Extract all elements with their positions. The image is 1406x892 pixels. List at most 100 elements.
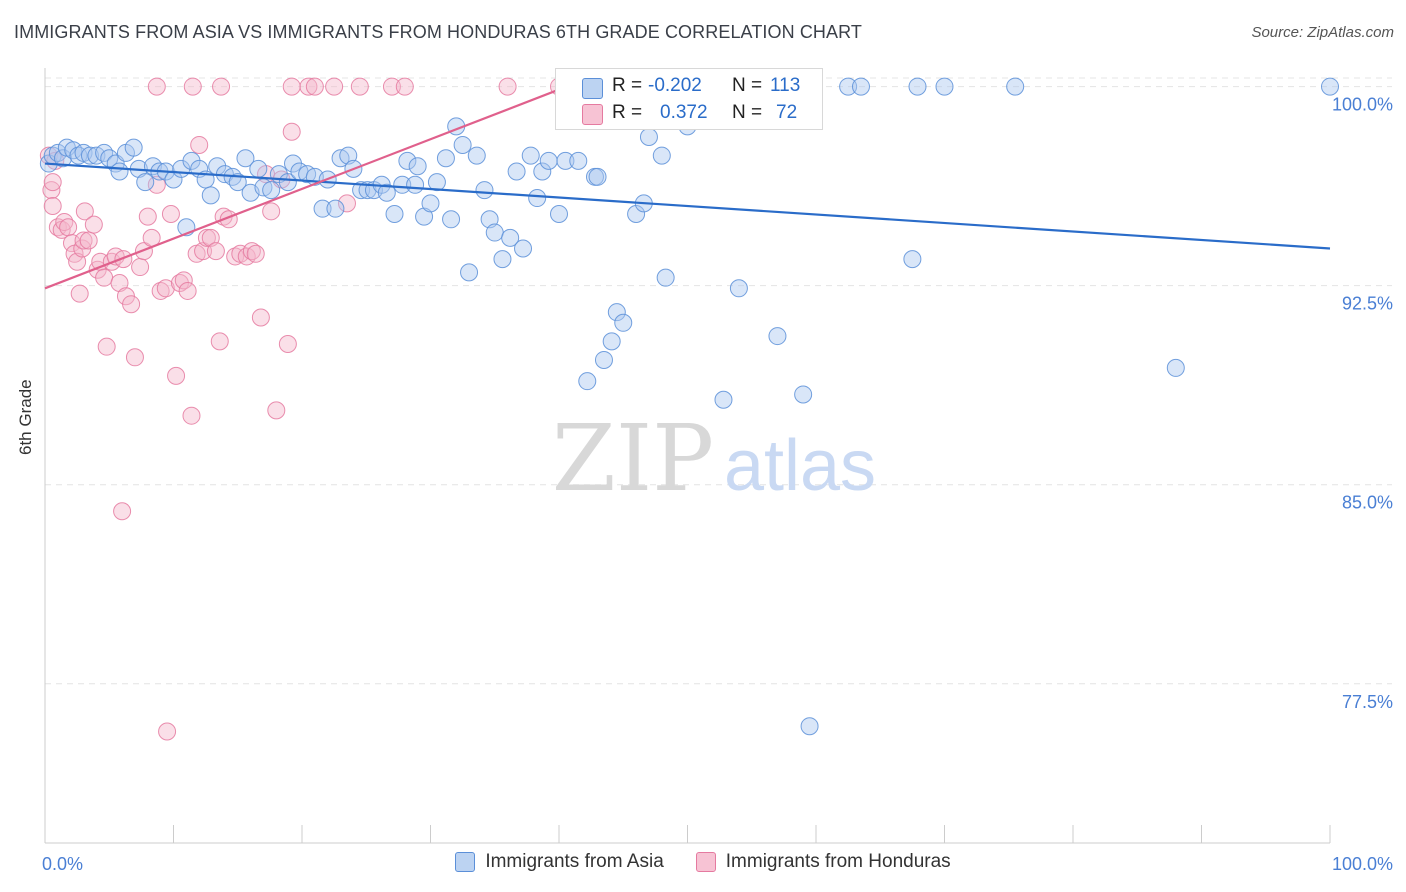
y-axis-label: 6th Grade [16, 379, 35, 455]
y-tick-labels: 77.5% 85.0% 92.5% 100.0% [1332, 95, 1393, 712]
point-asia [124, 138, 143, 157]
point-honduras [190, 135, 209, 154]
point-honduras [151, 281, 170, 300]
point-honduras [212, 77, 231, 96]
point-honduras [210, 332, 229, 351]
point-honduras [305, 77, 324, 96]
legend-label-asia: Immigrants from Asia [485, 851, 664, 872]
point-asia [794, 385, 813, 404]
trend-lines [44, 85, 1331, 290]
watermark: ZIP atlas [552, 405, 876, 512]
point-honduras [251, 308, 270, 327]
point-honduras [201, 228, 220, 247]
point-asia [48, 143, 67, 162]
point-honduras [138, 207, 157, 226]
point-honduras [79, 231, 98, 250]
point-honduras [131, 258, 150, 277]
point-honduras [43, 197, 62, 216]
stats-blue-r-value: -0.202 [648, 75, 702, 96]
point-honduras [74, 231, 93, 250]
point-honduras [70, 284, 89, 303]
point-asia [377, 183, 396, 202]
point-asia [408, 157, 427, 176]
x-tick-label-max: 100.0% [1332, 854, 1393, 874]
point-asia [110, 162, 129, 181]
point-asia [493, 250, 512, 269]
point-honduras [156, 279, 175, 298]
point-honduras [110, 273, 129, 292]
legend-item-honduras[interactable]: Immigrants from Honduras [695, 851, 951, 873]
point-asia [262, 181, 281, 200]
point-honduras [147, 77, 166, 96]
point-asia [501, 228, 520, 247]
point-asia [539, 151, 558, 170]
point-honduras [278, 335, 297, 354]
point-asia [278, 173, 297, 192]
point-asia [453, 135, 472, 154]
point-honduras [206, 242, 225, 261]
point-asia [607, 303, 626, 322]
point-honduras [174, 271, 193, 290]
point-honduras [125, 348, 144, 367]
stats-box: R = -0.202 N = 113 R = 0.372 N = 72 [555, 68, 823, 130]
point-honduras [161, 204, 180, 223]
point-asia [528, 189, 547, 208]
point-asia [406, 175, 425, 194]
point-asia [839, 77, 858, 96]
x-tick-labels: 0.0% 100.0% [42, 854, 1393, 874]
point-asia [507, 162, 526, 181]
point-honduras [282, 122, 301, 141]
point-honduras [246, 244, 265, 263]
point-asia [533, 162, 552, 181]
legend-item-asia[interactable]: Immigrants from Asia [455, 851, 664, 873]
point-honduras [84, 215, 103, 234]
point-asia [393, 175, 412, 194]
point-asia [475, 181, 494, 200]
point-asia [556, 151, 575, 170]
point-asia [398, 151, 417, 170]
point-asia [1006, 77, 1025, 96]
point-asia [480, 210, 499, 229]
point-honduras [262, 202, 281, 221]
stats-pink-n-value: 72 [776, 102, 798, 123]
stats-pink-r-value: 0.372 [660, 102, 708, 123]
point-asia [249, 159, 268, 178]
point-honduras [113, 502, 132, 521]
point-honduras [325, 77, 344, 96]
point-asia [1166, 358, 1185, 377]
point-asia [95, 143, 114, 162]
point-honduras [59, 218, 78, 237]
point-honduras [75, 202, 94, 221]
point-asia [639, 128, 658, 147]
point-honduras [182, 406, 201, 425]
y-tick-label: 85.0% [1342, 493, 1393, 513]
source-label: Source: ZipAtlas.com [1251, 24, 1394, 41]
point-honduras [498, 77, 517, 96]
point-asia [800, 717, 819, 736]
stats-pink-r-label: R = [612, 102, 643, 123]
point-honduras [183, 77, 202, 96]
point-asia [326, 199, 345, 218]
stats-pink-swatch [582, 104, 603, 125]
point-honduras [395, 77, 414, 96]
point-honduras [122, 295, 141, 314]
point-asia [935, 77, 954, 96]
point-asia [588, 167, 607, 186]
point-honduras [158, 722, 177, 741]
gridlines [45, 77, 1392, 685]
point-asia [182, 151, 201, 170]
legend-swatch-asia [455, 852, 476, 872]
point-asia [569, 151, 588, 170]
point-asia [714, 390, 733, 409]
point-asia [236, 149, 255, 168]
stats-pink-n-label: N = [732, 102, 763, 123]
point-honduras [382, 77, 401, 96]
point-asia [594, 350, 613, 369]
point-asia [614, 313, 633, 332]
point-asia [521, 146, 540, 165]
point-asia [729, 279, 748, 298]
point-honduras [282, 77, 301, 96]
watermark-zip: ZIP [552, 405, 714, 512]
point-asia [352, 181, 371, 200]
point-asia [903, 250, 922, 269]
